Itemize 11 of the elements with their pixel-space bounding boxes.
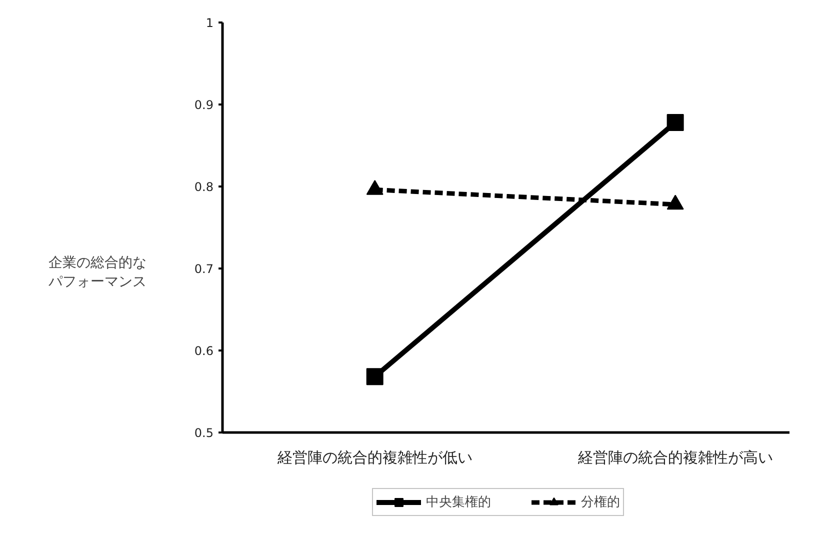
legend-label: 分権的 bbox=[581, 494, 620, 511]
y-tick-label: 0.5 bbox=[194, 426, 214, 440]
y-axis-title: 企業の総合的なパフォーマンス bbox=[47, 254, 146, 290]
x-tick-label: 経営陣の統合的複雑性が低い bbox=[276, 448, 472, 466]
y-tick-label: 0.6 bbox=[194, 344, 214, 358]
legend-label: 中央集権的 bbox=[426, 494, 491, 511]
y-tick-label: 0.9 bbox=[194, 98, 214, 112]
y-tick-label: 1 bbox=[206, 16, 214, 30]
y-tick-label: 0.7 bbox=[194, 262, 214, 276]
y-tick-label: 0.8 bbox=[194, 180, 214, 194]
x-tick-label: 経営陣の統合的複雑性が高い bbox=[576, 448, 773, 466]
